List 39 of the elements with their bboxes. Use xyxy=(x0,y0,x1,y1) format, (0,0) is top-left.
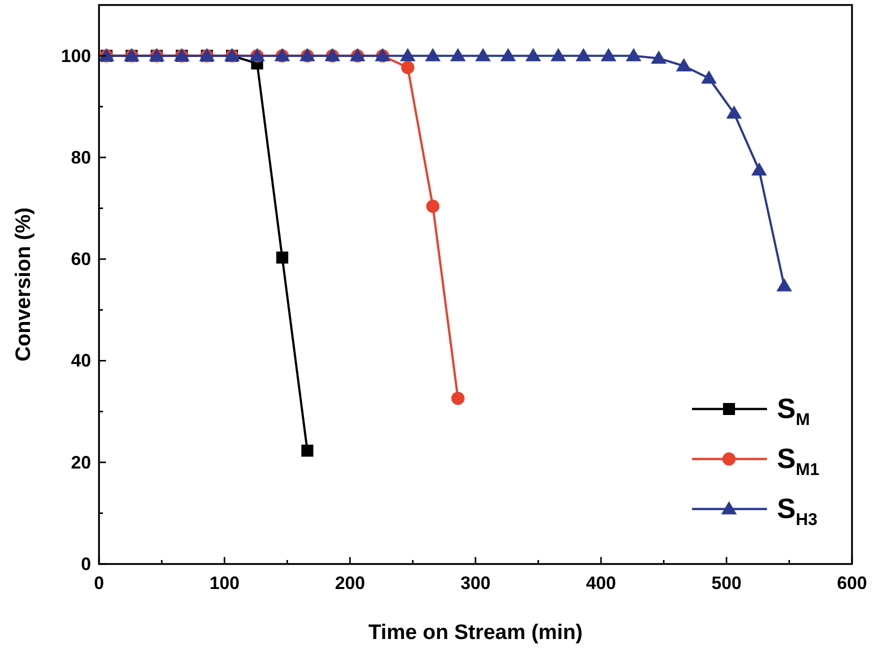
y-tick-label: 80 xyxy=(70,147,91,168)
point xyxy=(401,60,414,74)
x-tick-label: 100 xyxy=(209,573,240,593)
point xyxy=(500,48,516,62)
point xyxy=(576,48,592,62)
y-tick-label: 40 xyxy=(70,350,91,371)
x-tick-label: 300 xyxy=(460,573,491,593)
x-tick-label: 200 xyxy=(334,573,366,593)
x-tick-label: 0 xyxy=(94,573,104,593)
y-axis-title: Conversion (%) xyxy=(12,207,35,362)
point xyxy=(400,48,416,62)
y-tick-label: 100 xyxy=(60,46,91,66)
x-tick-label: 400 xyxy=(586,573,616,593)
point xyxy=(475,48,491,62)
point xyxy=(626,48,642,62)
y-tick-label: 20 xyxy=(70,452,91,472)
point xyxy=(650,50,667,64)
point xyxy=(301,444,314,457)
point xyxy=(751,162,767,176)
point xyxy=(525,48,542,62)
point xyxy=(676,58,692,72)
point xyxy=(701,70,717,84)
legend-label: S$_{M}$ xyxy=(777,393,810,429)
point xyxy=(550,48,566,62)
x-tick-label: 600 xyxy=(836,573,868,593)
point xyxy=(450,48,466,62)
point xyxy=(726,105,742,119)
point xyxy=(426,200,440,213)
legend-label: S$_{H3}$ xyxy=(777,493,818,529)
point xyxy=(276,252,288,264)
point xyxy=(776,278,792,292)
x-tick-label: 500 xyxy=(711,573,742,593)
legend-label: S$_{M1}$ xyxy=(777,443,820,479)
y-tick-label: 60 xyxy=(70,249,91,270)
y-tick-label: 0 xyxy=(80,554,91,574)
point xyxy=(451,392,465,405)
point xyxy=(425,48,441,62)
point xyxy=(600,48,616,62)
x-axis-title: Time on Stream (min) xyxy=(368,621,583,644)
